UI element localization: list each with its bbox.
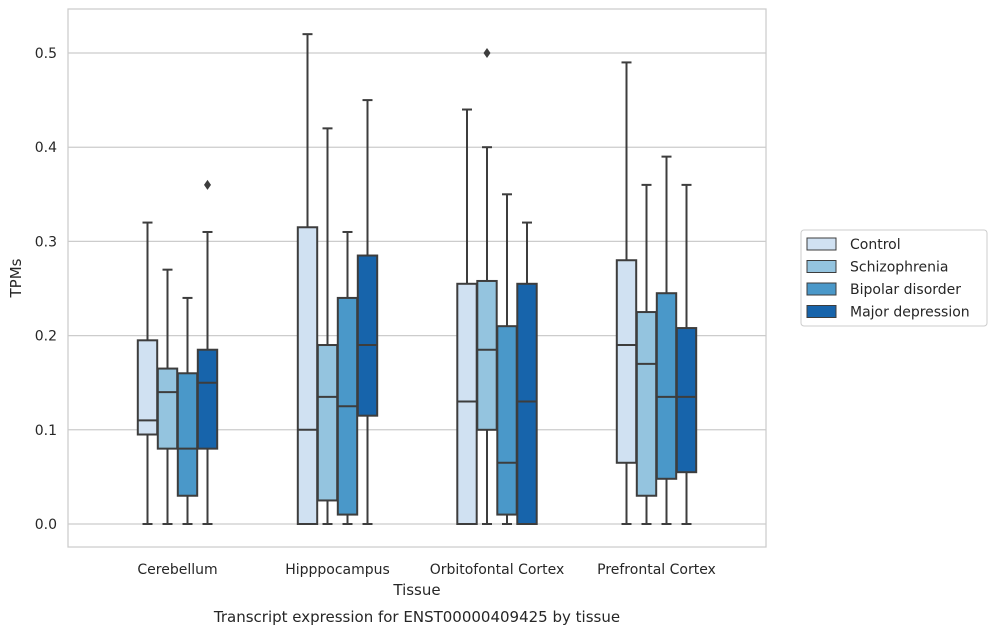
outlier-point xyxy=(483,48,491,58)
box-major-depression xyxy=(516,221,538,526)
x-tick-label: Cerebellum xyxy=(137,562,217,578)
outlier-point xyxy=(204,179,211,190)
iqr-box xyxy=(675,327,698,474)
x-tick-label: Orbitofontal Cortex xyxy=(430,562,565,578)
y-tick-label: 0.1 xyxy=(35,423,57,439)
box-schizophrenia xyxy=(316,127,339,525)
legend-label: Control xyxy=(850,237,901,253)
iqr-box xyxy=(296,226,319,526)
box-schizophrenia xyxy=(635,183,658,525)
plot-frame xyxy=(67,8,767,548)
box-control xyxy=(456,108,478,526)
x-tick-labels: Cerebellum Hipppocampus Orbitofontal Corte… xyxy=(137,562,715,578)
y-axis-label: TPMs xyxy=(7,258,25,298)
y-tick-labels: 0.0 0.1 0.2 0.3 0.4 0.5 xyxy=(35,46,57,533)
legend-frame xyxy=(800,229,988,327)
y-tick-label: 0.4 xyxy=(35,140,57,156)
iqr-box xyxy=(356,254,379,417)
legend-label: Bipolar disorder xyxy=(850,282,961,298)
legend-swatch xyxy=(806,237,837,251)
box-control xyxy=(136,221,159,525)
iqr-box xyxy=(635,311,658,497)
iqr-box xyxy=(176,372,199,497)
iqr-box xyxy=(156,367,179,450)
legend: Control Schizophrenia Bipolar disorder Majo… xyxy=(800,229,988,327)
x-tick-label: Hipppocampus xyxy=(285,562,390,578)
box-major-depression xyxy=(196,179,219,525)
box-major-depression xyxy=(675,183,698,525)
iqr-box xyxy=(496,325,518,516)
iqr-box xyxy=(516,282,538,526)
iqr-box xyxy=(456,282,478,526)
legend-swatch xyxy=(806,282,837,296)
box-major-depression xyxy=(356,99,379,525)
box-groups xyxy=(136,33,698,526)
box-control xyxy=(296,33,319,526)
legend-swatch xyxy=(806,260,837,273)
x-tick-label: Prefrontal Cortex xyxy=(597,562,716,578)
y-tick-label: 0.0 xyxy=(35,517,57,533)
legend-label: Major depression xyxy=(850,305,970,321)
iqr-box xyxy=(316,344,339,502)
x-axis-label: Tissue xyxy=(392,581,440,599)
iqr-box xyxy=(476,279,498,431)
iqr-box xyxy=(655,292,678,480)
iqr-box xyxy=(615,259,638,464)
box-bipolar-disorder xyxy=(176,296,199,525)
legend-swatch xyxy=(806,305,837,318)
y-tick-label: 0.5 xyxy=(35,46,57,62)
y-tick-label: 0.3 xyxy=(35,234,57,250)
legend-label: Schizophrenia xyxy=(850,260,948,276)
chart-title: Transcript expression for ENST0000040942… xyxy=(213,608,620,626)
y-tick-label: 0.2 xyxy=(35,329,57,345)
iqr-box xyxy=(196,348,219,450)
